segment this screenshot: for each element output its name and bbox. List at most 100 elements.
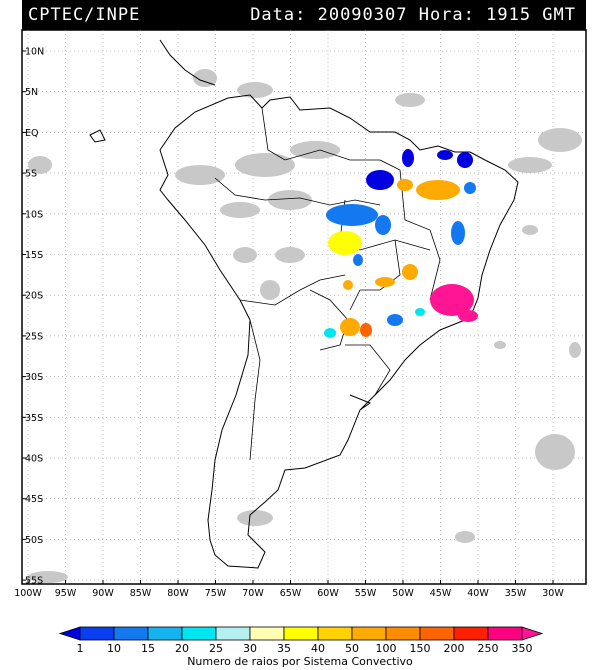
colorbar-swatch	[215, 626, 251, 641]
lon-label: 35W	[505, 588, 527, 599]
colorbar-swatch	[113, 626, 149, 641]
cell-orange-6	[343, 280, 353, 290]
lat-label: 50S	[25, 535, 43, 546]
cell-dark-blue-3	[437, 150, 453, 160]
lon-label: 70W	[242, 588, 264, 599]
lat-label: 20S	[25, 291, 43, 302]
colorbar: 1 10 15 20 25 30 35 40 50 100 150 200 250 350	[58, 626, 544, 655]
source-label: CPTEC/INPE	[28, 5, 141, 25]
galapagos-islands	[89, 129, 106, 143]
lon-label: 40W	[467, 588, 489, 599]
lon-label: 75W	[205, 588, 227, 599]
cell-blue-3	[451, 221, 465, 245]
lat-label: 10N	[25, 47, 44, 58]
cell-blue-6	[353, 254, 363, 266]
cell-magenta-1	[430, 284, 474, 316]
lat-label: 55S	[25, 576, 43, 587]
colorbar-swatch	[419, 626, 455, 641]
cell-blue-2	[375, 215, 391, 235]
colorbar-tick-label: 30	[243, 642, 257, 655]
border-brazil-states-1	[379, 159, 441, 301]
colorbar-tick-label: 35	[277, 642, 291, 655]
colorbar-min-arrow	[58, 626, 81, 641]
lat-label: EQ	[25, 128, 38, 139]
south-america-coastline	[159, 94, 519, 569]
colorbar-tick-label: 50	[345, 642, 359, 655]
lat-label: 15S	[25, 250, 43, 261]
map-header: CPTEC/INPE Data: 20090307 Hora: 1915 GMT	[22, 0, 586, 30]
lat-label: 35S	[25, 413, 43, 424]
lat-label: 5N	[25, 87, 38, 98]
cloud-cover-layer	[28, 69, 582, 583]
colorbar-tick-label: 15	[141, 642, 155, 655]
lat-label: 25S	[25, 331, 43, 342]
border-peru-brazil	[214, 177, 381, 206]
cell-dark-blue-2	[402, 149, 414, 167]
cell-orange-2	[397, 179, 413, 191]
axis-labels: 10N 5N EQ 5S 10S 15S 20S 25S 30S 35S 40S 45S 50S 55S1…	[14, 47, 564, 600]
lon-label: 95W	[55, 588, 77, 599]
border-chile-argentina	[249, 319, 261, 461]
cell-blue-1	[326, 204, 378, 226]
colorbar-swatch	[147, 626, 183, 641]
lat-label: 40S	[25, 454, 43, 465]
lon-label: 30W	[542, 588, 564, 599]
colorbar-swatch	[317, 626, 353, 641]
colorbar-swatch	[385, 626, 421, 641]
lon-label: 65W	[280, 588, 302, 599]
colorbar-swatch	[453, 626, 489, 641]
colorbar-tick-label: 150	[410, 642, 431, 655]
border-brazil-states-2	[339, 199, 431, 251]
colorbar-caption: Numero de raios por Sistema Convectivo	[187, 655, 413, 668]
lon-label: 100W	[14, 588, 42, 599]
colorbar-tick-label: 200	[444, 642, 465, 655]
lon-label: 80W	[167, 588, 189, 599]
colorbar-swatch	[181, 626, 217, 641]
colorbar-tick-label: 20	[175, 642, 189, 655]
lon-label: 60W	[317, 588, 339, 599]
lat-label: 30S	[25, 372, 43, 383]
colorbar-swatch	[283, 626, 319, 641]
colorbar-tick-label: 40	[311, 642, 325, 655]
timestamp-label: Data: 20090307 Hora: 1915 GMT	[250, 5, 576, 25]
cell-dark-blue-4	[457, 152, 473, 168]
colorbar-tick-label: 350	[512, 642, 533, 655]
central-america-coastline	[159, 39, 216, 86]
cell-orange-3	[402, 264, 418, 280]
lat-label: 5S	[25, 169, 37, 180]
colorbar-swatch	[79, 626, 115, 641]
lon-label: 85W	[130, 588, 152, 599]
cell-orange-5	[375, 277, 395, 287]
border-colombia-venezuela	[261, 107, 380, 161]
cell-orange-1	[416, 180, 460, 200]
lon-label: 50W	[392, 588, 414, 599]
cell-magenta-2	[458, 310, 478, 322]
rio-de-la-plata	[349, 394, 372, 411]
lon-label: 90W	[92, 588, 114, 599]
cell-cyan-1	[324, 328, 336, 338]
lon-label: 55W	[355, 588, 377, 599]
coastline-layer	[89, 39, 519, 569]
colorbar-tick-label: 1	[77, 642, 84, 655]
border-uruguay	[345, 344, 391, 396]
cell-cyan-2	[415, 308, 425, 316]
lon-label: 45W	[430, 588, 452, 599]
cell-orange-4	[340, 318, 360, 336]
colorbar-tick-label: 250	[478, 642, 499, 655]
cell-red-orange-1	[360, 323, 372, 337]
convective-systems-layer	[324, 149, 478, 338]
cell-blue-5	[387, 314, 403, 326]
colorbar-tick-label: 100	[376, 642, 397, 655]
colorbar-swatch	[249, 626, 285, 641]
colorbar-swatch	[487, 626, 523, 641]
colorbar-swatch	[351, 626, 387, 641]
cell-dark-blue-1	[366, 170, 394, 190]
lat-label: 10S	[25, 209, 43, 220]
lat-label: 45S	[25, 494, 43, 505]
border-layer	[214, 107, 441, 461]
border-bolivia	[239, 274, 346, 306]
cell-yellow-1	[328, 231, 362, 255]
colorbar-tick-label: 25	[209, 642, 223, 655]
colorbar-max-arrow	[521, 626, 544, 641]
